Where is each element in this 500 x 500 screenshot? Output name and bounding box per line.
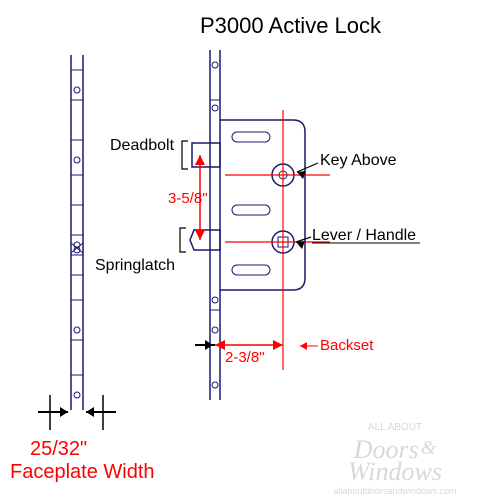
dim-3-5-8-arrow-top: [195, 155, 205, 165]
dim-3-5-8-arrow-bot: [195, 230, 205, 240]
dim-backset-value: 2-3/8": [225, 349, 265, 366]
rail-hole: [212, 105, 218, 111]
dim-backset-arrow-r: [273, 340, 283, 350]
backset-label: Backset: [320, 337, 374, 354]
lever-leader-arrow: [296, 241, 305, 249]
case-slot: [232, 265, 270, 275]
lever-handle-label: Lever / Handle: [312, 227, 416, 244]
faceplate-x: [71, 243, 83, 253]
faceplate-hole: [74, 327, 80, 333]
dim-backset-ext-arrow: [205, 340, 213, 350]
faceplate-width-label: Faceplate Width: [10, 461, 155, 483]
dim-faceplate-arrowhead-l: [60, 407, 68, 417]
case-slot: [232, 132, 270, 142]
case-slot: [232, 205, 270, 215]
watermark-url: allaboutdoorsandwindows.com: [333, 486, 456, 496]
dim-center-to-center: 3-5/8": [168, 190, 208, 207]
dim-faceplate-arrowhead-r: [86, 407, 94, 417]
watermark-line1: ALL ABOUT: [368, 422, 422, 433]
rail-hole: [212, 327, 218, 333]
rail-hole: [212, 62, 218, 68]
springlatch-label: Springlatch: [95, 257, 175, 274]
key-above-leader: [297, 163, 318, 172]
diagram-title: P3000 Active Lock: [200, 13, 382, 38]
deadbolt-bracket: [182, 141, 188, 169]
key-above-label: Key Above: [320, 152, 397, 169]
backset-leader-arrow: [300, 342, 307, 350]
faceplate-hole: [74, 392, 80, 398]
rail-hole: [212, 382, 218, 388]
rail-hole: [212, 297, 218, 303]
springlatch-bracket: [180, 228, 186, 252]
deadbolt-label: Deadbolt: [110, 137, 175, 154]
faceplate-hole: [74, 157, 80, 163]
springlatch: [190, 230, 220, 250]
faceplate-width-value: 25/32": [30, 438, 87, 460]
faceplate-hole: [74, 87, 80, 93]
watermark-line2b: Windows: [348, 457, 442, 486]
